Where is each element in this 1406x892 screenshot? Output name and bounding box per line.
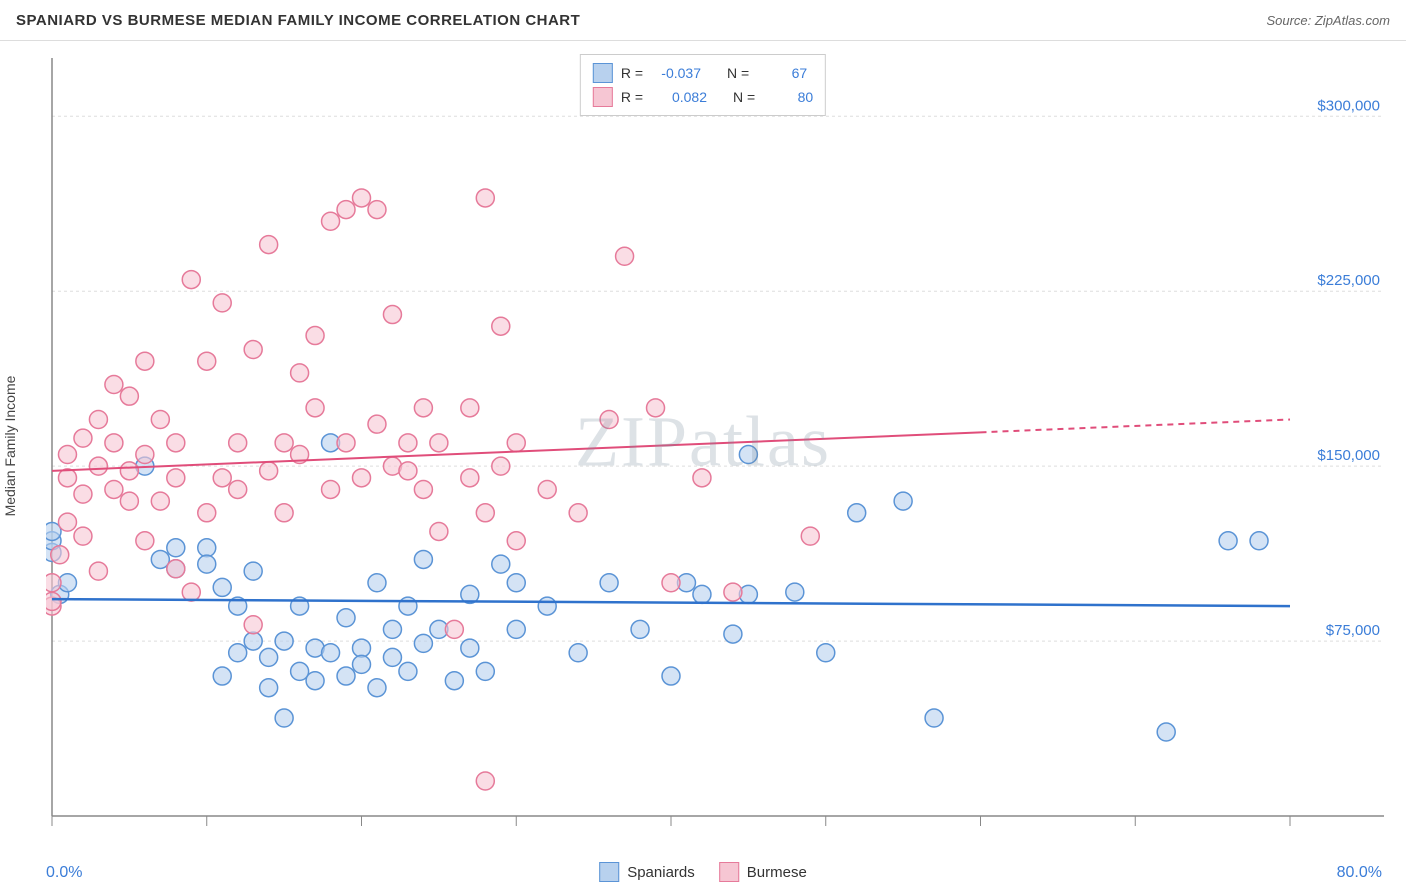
swatch-burmese <box>593 87 613 107</box>
svg-text:$150,000: $150,000 <box>1317 447 1380 464</box>
plot-area: $75,000 $150,000 $225,000 $300,000 <box>46 48 1390 836</box>
r-value-spaniards: -0.037 <box>651 65 701 81</box>
svg-text:$300,000: $300,000 <box>1317 97 1380 114</box>
n-label: N = <box>727 65 749 81</box>
legend-item-spaniards: Spaniards <box>599 862 695 882</box>
legend-label-spaniards: Spaniards <box>627 864 695 881</box>
svg-text:$225,000: $225,000 <box>1317 272 1380 289</box>
scatter-svg: $75,000 $150,000 $225,000 $300,000 <box>46 48 1390 836</box>
legend-label-burmese: Burmese <box>747 864 807 881</box>
r-label: R = <box>621 89 643 105</box>
header: SPANIARD VS BURMESE MEDIAN FAMILY INCOME… <box>0 0 1406 41</box>
y-axis-label: Median Family Income <box>2 376 18 517</box>
n-label: N = <box>733 89 755 105</box>
legend-swatch-spaniards <box>599 862 619 882</box>
legend-item-burmese: Burmese <box>719 862 807 882</box>
bottom-legend: Spaniards Burmese <box>599 862 807 882</box>
n-value-spaniards: 67 <box>757 65 807 81</box>
x-axis-max-label: 80.0% <box>1337 864 1382 882</box>
legend-swatch-burmese <box>719 862 739 882</box>
stats-legend-box: R = -0.037 N = 67 R = 0.082 N = 80 <box>580 54 826 116</box>
r-value-burmese: 0.082 <box>651 89 707 105</box>
svg-text:$75,000: $75,000 <box>1326 622 1380 639</box>
source-attribution: Source: ZipAtlas.com <box>1266 13 1390 28</box>
r-label: R = <box>621 65 643 81</box>
stats-row-burmese: R = 0.082 N = 80 <box>593 85 813 109</box>
chart-title: SPANIARD VS BURMESE MEDIAN FAMILY INCOME… <box>16 12 580 29</box>
x-axis-min-label: 0.0% <box>46 864 82 882</box>
swatch-spaniards <box>593 63 613 83</box>
n-value-burmese: 80 <box>763 89 813 105</box>
chart-container: SPANIARD VS BURMESE MEDIAN FAMILY INCOME… <box>0 0 1406 892</box>
stats-row-spaniards: R = -0.037 N = 67 <box>593 61 813 85</box>
